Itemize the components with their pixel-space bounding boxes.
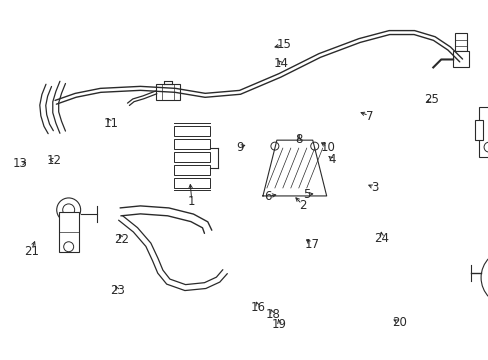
Circle shape [310,142,318,150]
Text: 21: 21 [23,244,39,257]
Text: 19: 19 [271,318,286,331]
Circle shape [62,204,75,216]
Text: 3: 3 [370,181,378,194]
Bar [59,212,79,252]
Text: 17: 17 [304,238,319,251]
Bar [156,84,180,100]
Circle shape [483,142,488,152]
Bar [174,152,210,162]
Text: 7: 7 [366,110,373,123]
Text: 4: 4 [328,153,335,166]
Text: 2: 2 [299,199,306,212]
Text: 6: 6 [264,190,271,203]
Text: 8: 8 [295,133,302,146]
Text: 25: 25 [424,93,439,106]
Bar [452,51,468,67]
Text: 1: 1 [188,195,195,208]
Text: 22: 22 [114,233,129,246]
Bar [174,126,210,136]
Text: 20: 20 [391,316,406,329]
Bar [478,107,488,157]
Bar [174,165,210,175]
Text: 12: 12 [47,154,62,167]
Text: 13: 13 [13,157,28,170]
Circle shape [63,242,74,252]
Bar [454,32,466,50]
Text: 5: 5 [303,188,310,201]
Circle shape [270,142,278,150]
Text: 23: 23 [110,284,125,297]
Text: 18: 18 [265,308,280,321]
Text: 11: 11 [103,117,118,130]
Text: 15: 15 [276,38,291,51]
Text: 10: 10 [320,141,335,154]
Bar [174,139,210,149]
Bar [474,120,482,140]
Text: 9: 9 [235,140,243,153]
Text: 24: 24 [374,231,388,244]
Circle shape [480,250,488,306]
Circle shape [57,198,81,222]
Text: 14: 14 [273,57,288,70]
Bar [174,178,210,188]
Text: 16: 16 [250,301,265,314]
